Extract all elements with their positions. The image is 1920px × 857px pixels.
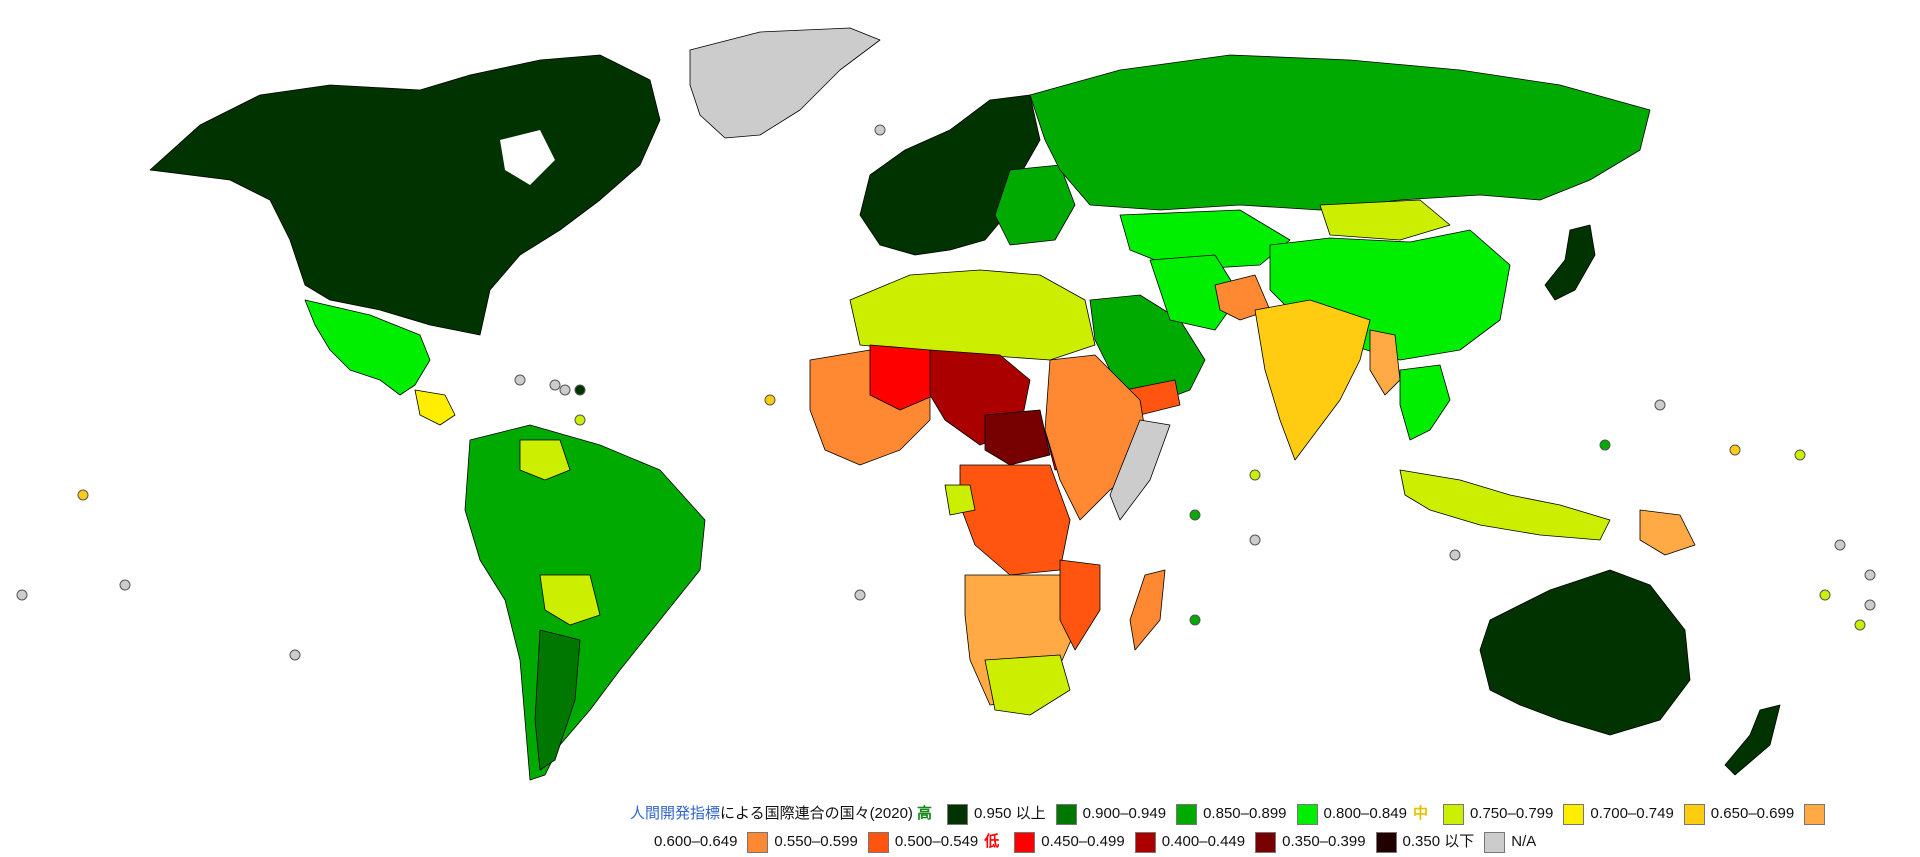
island-dot	[1654, 399, 1666, 411]
tier-low-label: 低	[984, 833, 1000, 850]
legend-swatch	[1055, 803, 1077, 825]
region-bolivia	[539, 574, 601, 626]
island-dot	[289, 649, 301, 661]
legend-swatch	[1134, 831, 1156, 853]
legend-label: 0.850–0.899	[1203, 805, 1287, 822]
legend-swatch	[1255, 831, 1277, 853]
region-andes-north	[519, 439, 571, 481]
legend-label: 0.550–0.599	[774, 833, 858, 850]
island-dot	[874, 124, 886, 136]
legend-label: 0.950 以上	[973, 805, 1046, 822]
island-dot	[1189, 614, 1201, 626]
legend-swatch	[747, 831, 769, 853]
island-dot	[574, 414, 586, 426]
region-central-africa	[959, 464, 1071, 576]
island-dot	[77, 489, 89, 501]
legend-label: 0.900–0.949	[1082, 805, 1167, 822]
legend-label: 0.350 以下	[1402, 833, 1475, 850]
legend-swatch	[946, 803, 968, 825]
legend-title: による国際連合の国々(2020)	[720, 805, 913, 822]
legend-swatch	[1014, 831, 1036, 853]
region-gabon	[944, 484, 976, 516]
island-dot	[1794, 449, 1806, 461]
region-hudson-bay	[500, 130, 555, 185]
legend-label: 0.500–0.549	[894, 833, 979, 850]
region-myanmar	[1369, 329, 1401, 396]
island-dot	[1729, 444, 1741, 456]
island-dot	[574, 384, 586, 396]
region-new-zealand	[1724, 704, 1781, 776]
region-indonesia	[1399, 469, 1611, 541]
region-central-asia	[1119, 209, 1291, 271]
legend-row-2: 0.600–0.649 0.550–0.599 0.500–0.549 低 0.…	[630, 828, 1910, 856]
legend-label: 0.750–0.799	[1469, 805, 1554, 822]
island-dot	[16, 589, 28, 601]
island-dot	[1189, 509, 1201, 521]
region-central-african	[984, 409, 1051, 466]
region-australia	[1479, 569, 1691, 736]
region-papua	[1639, 509, 1696, 556]
legend-swatch	[1296, 803, 1318, 825]
island-dot	[1819, 589, 1831, 601]
region-japan	[1544, 224, 1596, 301]
island-dot	[559, 384, 571, 396]
legend-label: 0.600–0.649	[654, 833, 738, 850]
island-dot	[1249, 534, 1261, 546]
region-russia	[1029, 54, 1651, 211]
legend: 人間開発指標 による国際連合の国々(2020) 高 0.950 以上 0.900…	[630, 800, 1910, 856]
legend-swatch	[1442, 803, 1464, 825]
region-southeast-asia	[1399, 364, 1451, 441]
legend-swatch	[867, 831, 889, 853]
hdi-link[interactable]: 人間開発指標	[630, 805, 721, 822]
legend-label: 0.450–0.499	[1041, 833, 1125, 850]
region-sahel-low	[869, 344, 936, 411]
region-southern-cone	[534, 629, 581, 771]
island-dot	[764, 394, 776, 406]
island-dot	[1249, 469, 1261, 481]
island-dot	[514, 374, 526, 386]
region-madagascar	[1129, 569, 1166, 651]
legend-label: 0.350–0.399	[1282, 833, 1366, 850]
island-dot	[854, 589, 866, 601]
region-greenland	[689, 27, 881, 139]
legend-label: 0.400–0.449	[1161, 833, 1246, 850]
legend-label: N/A	[1511, 833, 1537, 850]
legend-swatch	[1563, 803, 1585, 825]
region-central-america	[414, 389, 456, 426]
legend-row-1: 人間開発指標 による国際連合の国々(2020) 高 0.950 以上 0.900…	[630, 800, 1910, 828]
legend-label: 0.650–0.699	[1710, 805, 1795, 822]
legend-swatch	[1375, 831, 1397, 853]
region-mexico	[304, 299, 431, 396]
island-dot	[1854, 619, 1866, 631]
legend-label: 0.700–0.749	[1590, 805, 1674, 822]
tier-high-label: 高	[916, 805, 932, 822]
island-dot	[119, 579, 131, 591]
region-mozambique	[1059, 559, 1101, 651]
region-middle-east	[1089, 294, 1206, 406]
island-dot	[1834, 539, 1846, 551]
region-horn-somalia	[1109, 419, 1171, 521]
tier-medium-label: 中	[1412, 805, 1428, 822]
region-india	[1254, 299, 1371, 461]
island-dot	[1864, 569, 1876, 581]
region-south-africa	[984, 654, 1071, 716]
legend-label: 0.800–0.849	[1323, 805, 1407, 822]
region-mongolia	[1319, 199, 1451, 241]
region-north-america	[149, 54, 661, 336]
legend-swatch	[1484, 831, 1506, 853]
region-afghanistan	[1214, 274, 1271, 321]
island-dot	[549, 379, 561, 391]
legend-swatch	[1683, 803, 1705, 825]
island-dot	[1599, 439, 1611, 451]
island-dot	[1864, 599, 1876, 611]
legend-swatch	[1176, 803, 1198, 825]
legend-swatch	[1804, 803, 1826, 825]
island-dot	[1449, 549, 1461, 561]
